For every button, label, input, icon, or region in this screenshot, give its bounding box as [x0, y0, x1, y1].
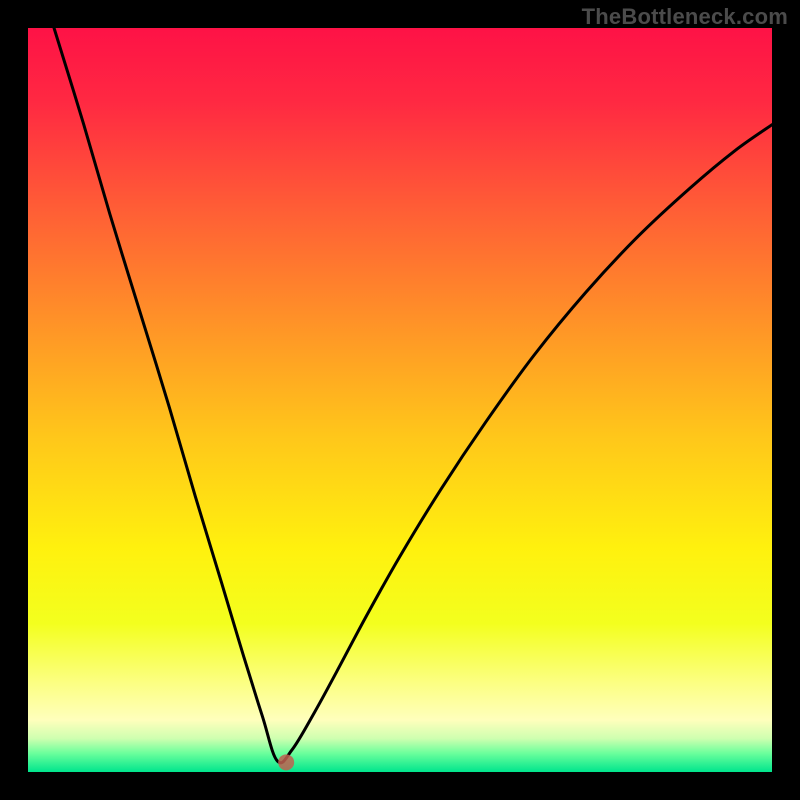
watermark-text: TheBottleneck.com: [582, 4, 788, 30]
gradient-background: [28, 28, 772, 772]
minimum-marker: [278, 754, 294, 770]
bottleneck-chart: [28, 28, 772, 772]
chart-frame: TheBottleneck.com: [0, 0, 800, 800]
